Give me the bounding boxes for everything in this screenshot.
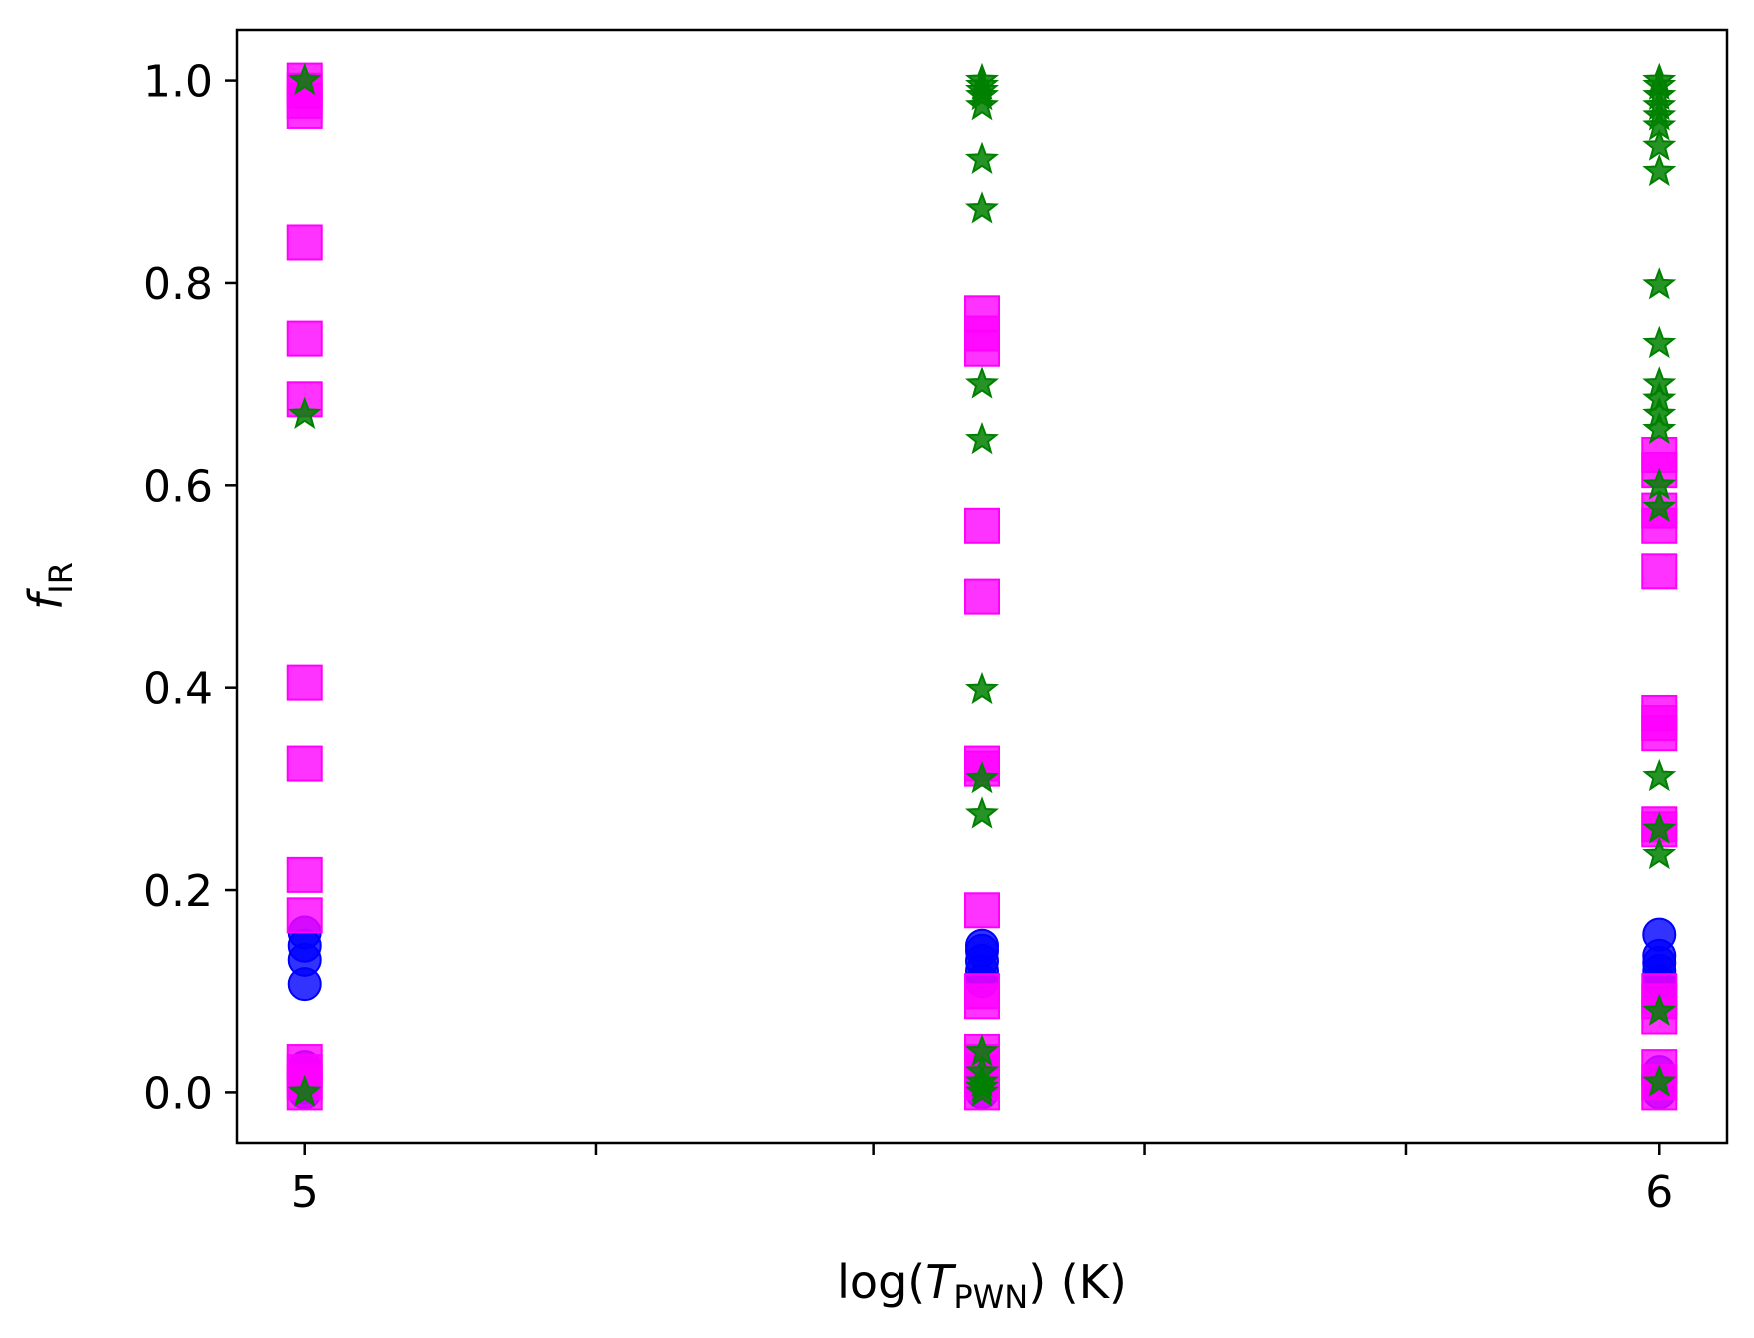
x-axis-label-sub: PWN xyxy=(953,1278,1028,1316)
data-point-star xyxy=(965,421,999,455)
data-point-star xyxy=(965,1034,999,1067)
y-axis-label: fIR xyxy=(19,562,80,610)
x-axis-label-var: T xyxy=(925,1255,957,1309)
y-axis-label-sub: IR xyxy=(42,562,80,594)
data-point-square xyxy=(1641,553,1678,590)
data-point-square xyxy=(286,897,323,934)
data-point-star xyxy=(965,796,999,829)
data-point-square xyxy=(1641,973,1678,1010)
data-point-star xyxy=(1642,77,1677,111)
data-point-star xyxy=(1642,108,1677,141)
data-point-star xyxy=(965,1064,999,1097)
data-point-star xyxy=(965,366,999,399)
data-points xyxy=(286,62,1678,1111)
data-point-star xyxy=(1642,1064,1677,1097)
data-point-star xyxy=(1642,381,1677,414)
y-tick-label: 0.0 xyxy=(143,1068,213,1119)
x-axis-label-suffix: ) (K) xyxy=(1028,1255,1127,1309)
data-point-star xyxy=(287,62,322,96)
data-point-square xyxy=(964,973,1000,1010)
x-tick-label: 6 xyxy=(1645,1167,1673,1218)
data-point-star xyxy=(1642,811,1677,844)
data-point-star xyxy=(965,191,999,224)
data-point-star xyxy=(965,141,999,174)
data-point-star xyxy=(1642,153,1677,187)
data-point-star xyxy=(1642,128,1677,161)
data-point-star xyxy=(965,88,999,121)
data-point-star xyxy=(1642,758,1677,792)
data-point-square xyxy=(964,295,1000,332)
data-point-circle xyxy=(965,928,999,963)
data-point-star xyxy=(1642,267,1677,300)
data-point-square xyxy=(1641,436,1678,473)
data-point-square xyxy=(964,578,1000,615)
data-point-square xyxy=(964,892,1000,929)
data-point-square xyxy=(286,1044,323,1081)
data-point-star xyxy=(1642,467,1677,500)
data-point-star xyxy=(965,760,999,794)
data-point-star xyxy=(1642,325,1677,359)
data-point-star xyxy=(1642,993,1677,1026)
data-point-square xyxy=(964,507,1000,544)
data-point-star xyxy=(1642,489,1677,523)
data-point-square xyxy=(286,745,323,782)
x-tick-label: 5 xyxy=(291,1167,319,1218)
data-point-star xyxy=(1642,836,1677,870)
data-point-star xyxy=(1642,411,1677,445)
data-point-circle xyxy=(1642,917,1677,952)
data-point-square xyxy=(286,664,323,701)
x-axis-label-prefix: log( xyxy=(837,1255,925,1309)
data-point-star xyxy=(1642,366,1677,399)
data-point-star xyxy=(965,62,999,96)
data-point-star xyxy=(1642,98,1677,131)
data-point-star xyxy=(1642,62,1677,96)
y-tick-label: 1.0 xyxy=(143,57,213,108)
y-axis-ticks: 0.0 0.2 0.4 0.6 0.8 1.0 xyxy=(143,57,237,1119)
y-tick-label: 0.6 xyxy=(143,461,213,512)
data-point-square xyxy=(286,320,323,357)
y-tick-label: 0.2 xyxy=(143,866,213,917)
data-point-square xyxy=(1641,694,1678,731)
x-axis-label: log(TPWN) (K) xyxy=(837,1255,1127,1316)
data-point-star xyxy=(287,1074,322,1107)
y-tick-label: 0.4 xyxy=(143,664,213,715)
data-point-star xyxy=(965,1054,999,1087)
y-tick-label: 0.8 xyxy=(143,259,213,310)
data-point-square xyxy=(286,856,323,893)
data-point-square xyxy=(286,224,323,261)
data-point-star xyxy=(1642,88,1677,121)
data-point-star xyxy=(287,396,322,429)
data-point-star xyxy=(965,671,999,705)
data-point-star xyxy=(1642,396,1677,429)
